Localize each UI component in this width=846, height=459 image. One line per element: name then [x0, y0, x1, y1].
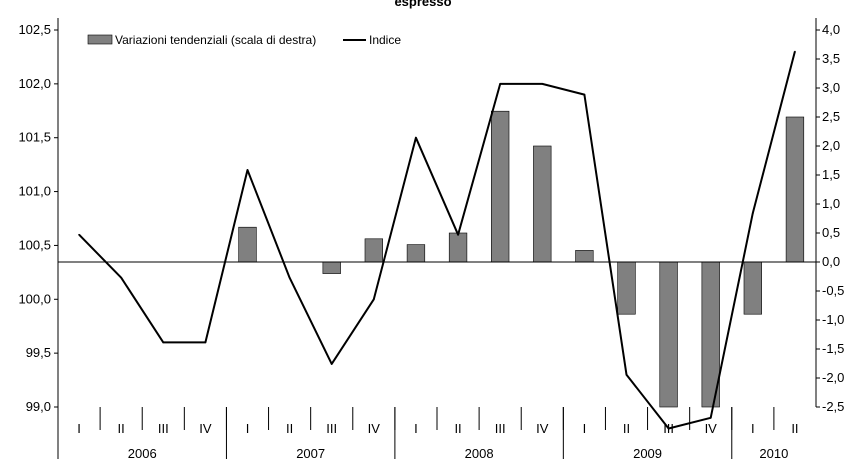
quarter-label: IV	[536, 421, 549, 436]
quarter-label: III	[158, 421, 169, 436]
year-label: 2006	[128, 446, 157, 459]
right-axis-tick-label: 3,0	[822, 80, 840, 95]
indice-point	[709, 416, 712, 419]
bar	[491, 110, 510, 263]
quarter-label: III	[326, 421, 337, 436]
right-axis-tick-label: 2,0	[822, 138, 840, 153]
legend: Variazioni tendenziali (scala di destra)…	[87, 33, 401, 47]
legend-bar-swatch	[87, 34, 113, 45]
indice-point	[204, 341, 207, 344]
indice-point	[373, 298, 375, 301]
year-label: 2009	[633, 446, 662, 459]
indice-point	[752, 212, 754, 214]
year-label: 2008	[465, 446, 494, 459]
bar	[533, 145, 552, 263]
legend-bar-label: Variazioni tendenziali (scala di destra)	[115, 33, 316, 47]
indice-point	[288, 276, 291, 279]
indice-point	[78, 233, 80, 236]
year-label: 2007	[296, 446, 325, 459]
bar	[448, 232, 468, 263]
left-axis-tick-label: 100,5	[18, 237, 51, 252]
quarter-label: IV	[199, 421, 212, 436]
left-axis-tick-label: 101,5	[18, 130, 51, 145]
bar	[575, 250, 594, 263]
quarter-label: II	[623, 421, 630, 436]
legend-line-label: Indice	[369, 33, 401, 47]
bar	[238, 226, 257, 263]
quarter-label: IV	[705, 421, 718, 436]
quarter-label: II	[118, 421, 125, 436]
indice-point	[794, 50, 796, 53]
quarter-label: II	[286, 421, 293, 436]
quarter-label: IV	[368, 421, 381, 436]
quarter-label: I	[414, 421, 418, 436]
quarter-label: III	[495, 421, 506, 436]
bar	[364, 238, 383, 263]
right-axis-tick-label: 2,5	[822, 109, 840, 124]
chart-title: espresso	[394, 0, 451, 9]
right-axis-tick-label: 4,0	[822, 22, 840, 37]
quarter-label: II	[791, 421, 798, 436]
indice-point	[330, 363, 333, 365]
right-axis-tick-label: 1,0	[822, 196, 840, 211]
indice-point	[246, 169, 249, 171]
indice-point	[457, 233, 459, 236]
left-axis-tick-label: 101,0	[18, 184, 51, 199]
right-axis-tick-label: 3,5	[822, 51, 840, 66]
right-axis-tick-label: 0,5	[822, 225, 840, 240]
bars-layer	[238, 110, 805, 408]
right-axis-tick-label: -2,5	[822, 399, 844, 414]
line-layer	[78, 50, 796, 430]
indice-line	[78, 51, 796, 430]
right-axis-tick-label: -1,0	[822, 312, 844, 327]
year-label: 2010	[759, 446, 788, 459]
bar	[322, 261, 341, 274]
bar	[406, 244, 426, 263]
quarter-label: I	[583, 421, 587, 436]
indice-point	[499, 83, 501, 85]
right-axis-tick-label: -2,0	[822, 370, 844, 385]
right-axis-tick-label: 1,5	[822, 167, 840, 182]
right-axis-tick-label: -0,5	[822, 283, 844, 298]
left-axis-tick-label: 100,0	[18, 291, 51, 306]
bar	[743, 261, 762, 315]
indice-point	[541, 83, 544, 85]
indice-point	[415, 136, 417, 139]
indice-point	[120, 276, 122, 279]
left-axis-tick-label: 99,0	[26, 399, 51, 414]
quarter-label: I	[246, 421, 250, 436]
left-axis-tick-label: 102,5	[18, 22, 51, 37]
indice-point	[583, 93, 586, 96]
bar	[659, 261, 678, 408]
quarter-label: I	[77, 421, 81, 436]
bar	[617, 261, 636, 315]
indice-point	[162, 341, 165, 344]
bar	[785, 116, 805, 263]
right-axis-tick-label: 0,0	[822, 254, 840, 269]
left-axis-tick-label: 102,0	[18, 76, 51, 91]
axes-layer: 99,0 99,5 100,0 100,5 101,0 101,5 102,0 102,5 -2…	[18, 18, 844, 459]
quarter-label: I	[751, 421, 755, 436]
indice-point	[667, 427, 670, 430]
left-axis-tick-label: 99,5	[26, 345, 51, 360]
quarter-label: II	[454, 421, 461, 436]
right-axis-tick-label: -1,5	[822, 341, 844, 356]
indice-point	[625, 373, 628, 376]
